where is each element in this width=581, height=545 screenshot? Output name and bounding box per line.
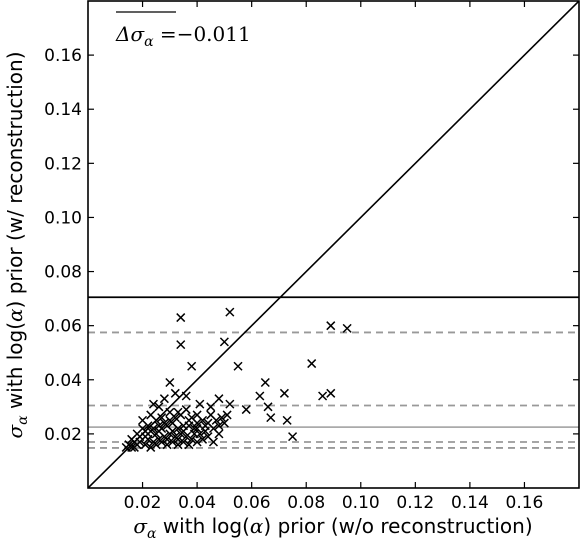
data-point-100 <box>189 429 199 439</box>
data-point-78 <box>140 440 150 450</box>
y-axis-ticks: 0.02 0.04 0.06 0.08 0.10 0.12 0.14 0.16 <box>44 46 579 445</box>
y-tick-label-3: 0.08 <box>44 263 82 283</box>
data-point-23 <box>206 402 216 412</box>
x-tick-label-0: 0.02 <box>124 493 162 513</box>
data-point-8 <box>187 361 197 371</box>
data-point-111 <box>206 410 216 420</box>
data-point-110 <box>192 423 202 434</box>
data-point-5 <box>342 323 352 333</box>
data-point-18 <box>154 402 164 412</box>
data-point-99 <box>178 421 189 431</box>
data-point-13 <box>326 388 336 398</box>
data-point-77 <box>121 442 131 452</box>
y-tick-label-0: 0.02 <box>44 425 82 445</box>
data-point-26 <box>266 413 276 423</box>
data-point-0 <box>176 313 186 323</box>
data-point-24 <box>241 405 251 415</box>
data-point-20 <box>159 394 169 404</box>
y-tick-label-4: 0.10 <box>44 208 82 228</box>
x-tick-label-4: 0.10 <box>342 493 380 513</box>
y-tick-label-5: 0.12 <box>44 154 82 174</box>
data-point-10 <box>165 377 175 388</box>
data-point-92 <box>181 405 191 415</box>
data-point-70 <box>192 437 202 447</box>
data-point-86 <box>184 440 194 450</box>
data-point-22 <box>181 391 191 401</box>
data-point-1 <box>225 307 235 317</box>
data-point-27 <box>282 415 292 425</box>
data-point-12 <box>318 391 328 401</box>
data-point-106 <box>129 437 139 447</box>
data-point-107 <box>143 429 153 439</box>
data-point-71 <box>198 434 208 444</box>
data-point-74 <box>214 429 224 439</box>
data-point-17 <box>195 399 205 409</box>
x-tick-label-6: 0.14 <box>451 493 489 513</box>
y-tick-label-7: 0.16 <box>44 46 82 66</box>
data-point-69 <box>187 434 197 444</box>
y-tick-label-2: 0.06 <box>44 317 82 337</box>
data-point-59 <box>219 418 229 428</box>
annotation-value: −0.011 <box>177 22 251 46</box>
data-point-16 <box>225 399 235 409</box>
data-point-51 <box>173 423 183 434</box>
data-point-11 <box>279 388 289 398</box>
data-point-81 <box>157 437 167 447</box>
data-point-14 <box>255 391 265 401</box>
x-tick-label-3: 0.08 <box>287 493 325 513</box>
data-point-21 <box>170 388 180 398</box>
data-point-19 <box>148 399 158 409</box>
data-point-101 <box>200 421 210 431</box>
x-tick-label-7: 0.16 <box>506 493 544 513</box>
data-point-29 <box>217 413 227 423</box>
data-point-90 <box>170 413 180 423</box>
data-point-73 <box>208 437 219 447</box>
data-point-83 <box>168 437 178 447</box>
svg-text:Δσα =−0.011: Δσα =−0.011 <box>115 22 251 50</box>
data-point-97 <box>154 421 164 431</box>
data-point-79 <box>146 442 156 452</box>
x-tick-label-2: 0.06 <box>233 493 271 513</box>
data-point-98 <box>168 426 178 436</box>
data-points <box>121 307 352 452</box>
annotation-subscript: α <box>144 34 154 50</box>
x-tick-label-5: 0.12 <box>396 493 434 513</box>
annotation-symbol: Δσ <box>115 22 145 46</box>
data-point-108 <box>162 434 172 444</box>
data-point-6 <box>307 359 317 369</box>
data-point-95 <box>198 415 208 425</box>
data-point-37 <box>146 410 156 420</box>
data-point-35 <box>157 413 167 423</box>
data-point-88 <box>159 418 169 428</box>
data-point-2 <box>176 340 186 350</box>
annotation-equals: = <box>154 22 177 46</box>
plot-frame <box>87 0 580 489</box>
data-point-25 <box>263 402 273 412</box>
data-point-85 <box>178 437 189 447</box>
data-point-28 <box>288 432 298 442</box>
y-tick-label-1: 0.04 <box>44 371 82 391</box>
data-point-68 <box>181 432 191 442</box>
data-point-9 <box>260 377 270 388</box>
data-point-109 <box>173 440 183 450</box>
data-point-7 <box>233 361 243 371</box>
data-point-15 <box>214 394 224 404</box>
data-point-80 <box>151 440 161 450</box>
y-tick-label-6: 0.14 <box>44 100 82 120</box>
y-axis-label: σα with log(α) prior (w/ reconstruction) <box>3 51 31 438</box>
reference-lines <box>88 1 579 488</box>
x-tick-label-1: 0.04 <box>178 493 216 513</box>
data-point-60 <box>138 415 148 425</box>
data-point-58 <box>214 421 224 431</box>
annotation: Δσα =−0.011 <box>115 11 251 50</box>
data-point-4 <box>326 321 336 331</box>
data-point-103 <box>222 410 232 420</box>
data-point-3 <box>219 337 229 347</box>
data-point-89 <box>165 415 175 425</box>
identity-diagonal-line <box>88 1 579 488</box>
x-axis-ticks: 0.02 0.04 0.06 0.08 0.10 0.12 0.14 0.16 <box>124 1 544 513</box>
x-axis-label: σα with log(α) prior (w/o reconstruction… <box>133 514 532 542</box>
data-point-67 <box>176 429 186 439</box>
